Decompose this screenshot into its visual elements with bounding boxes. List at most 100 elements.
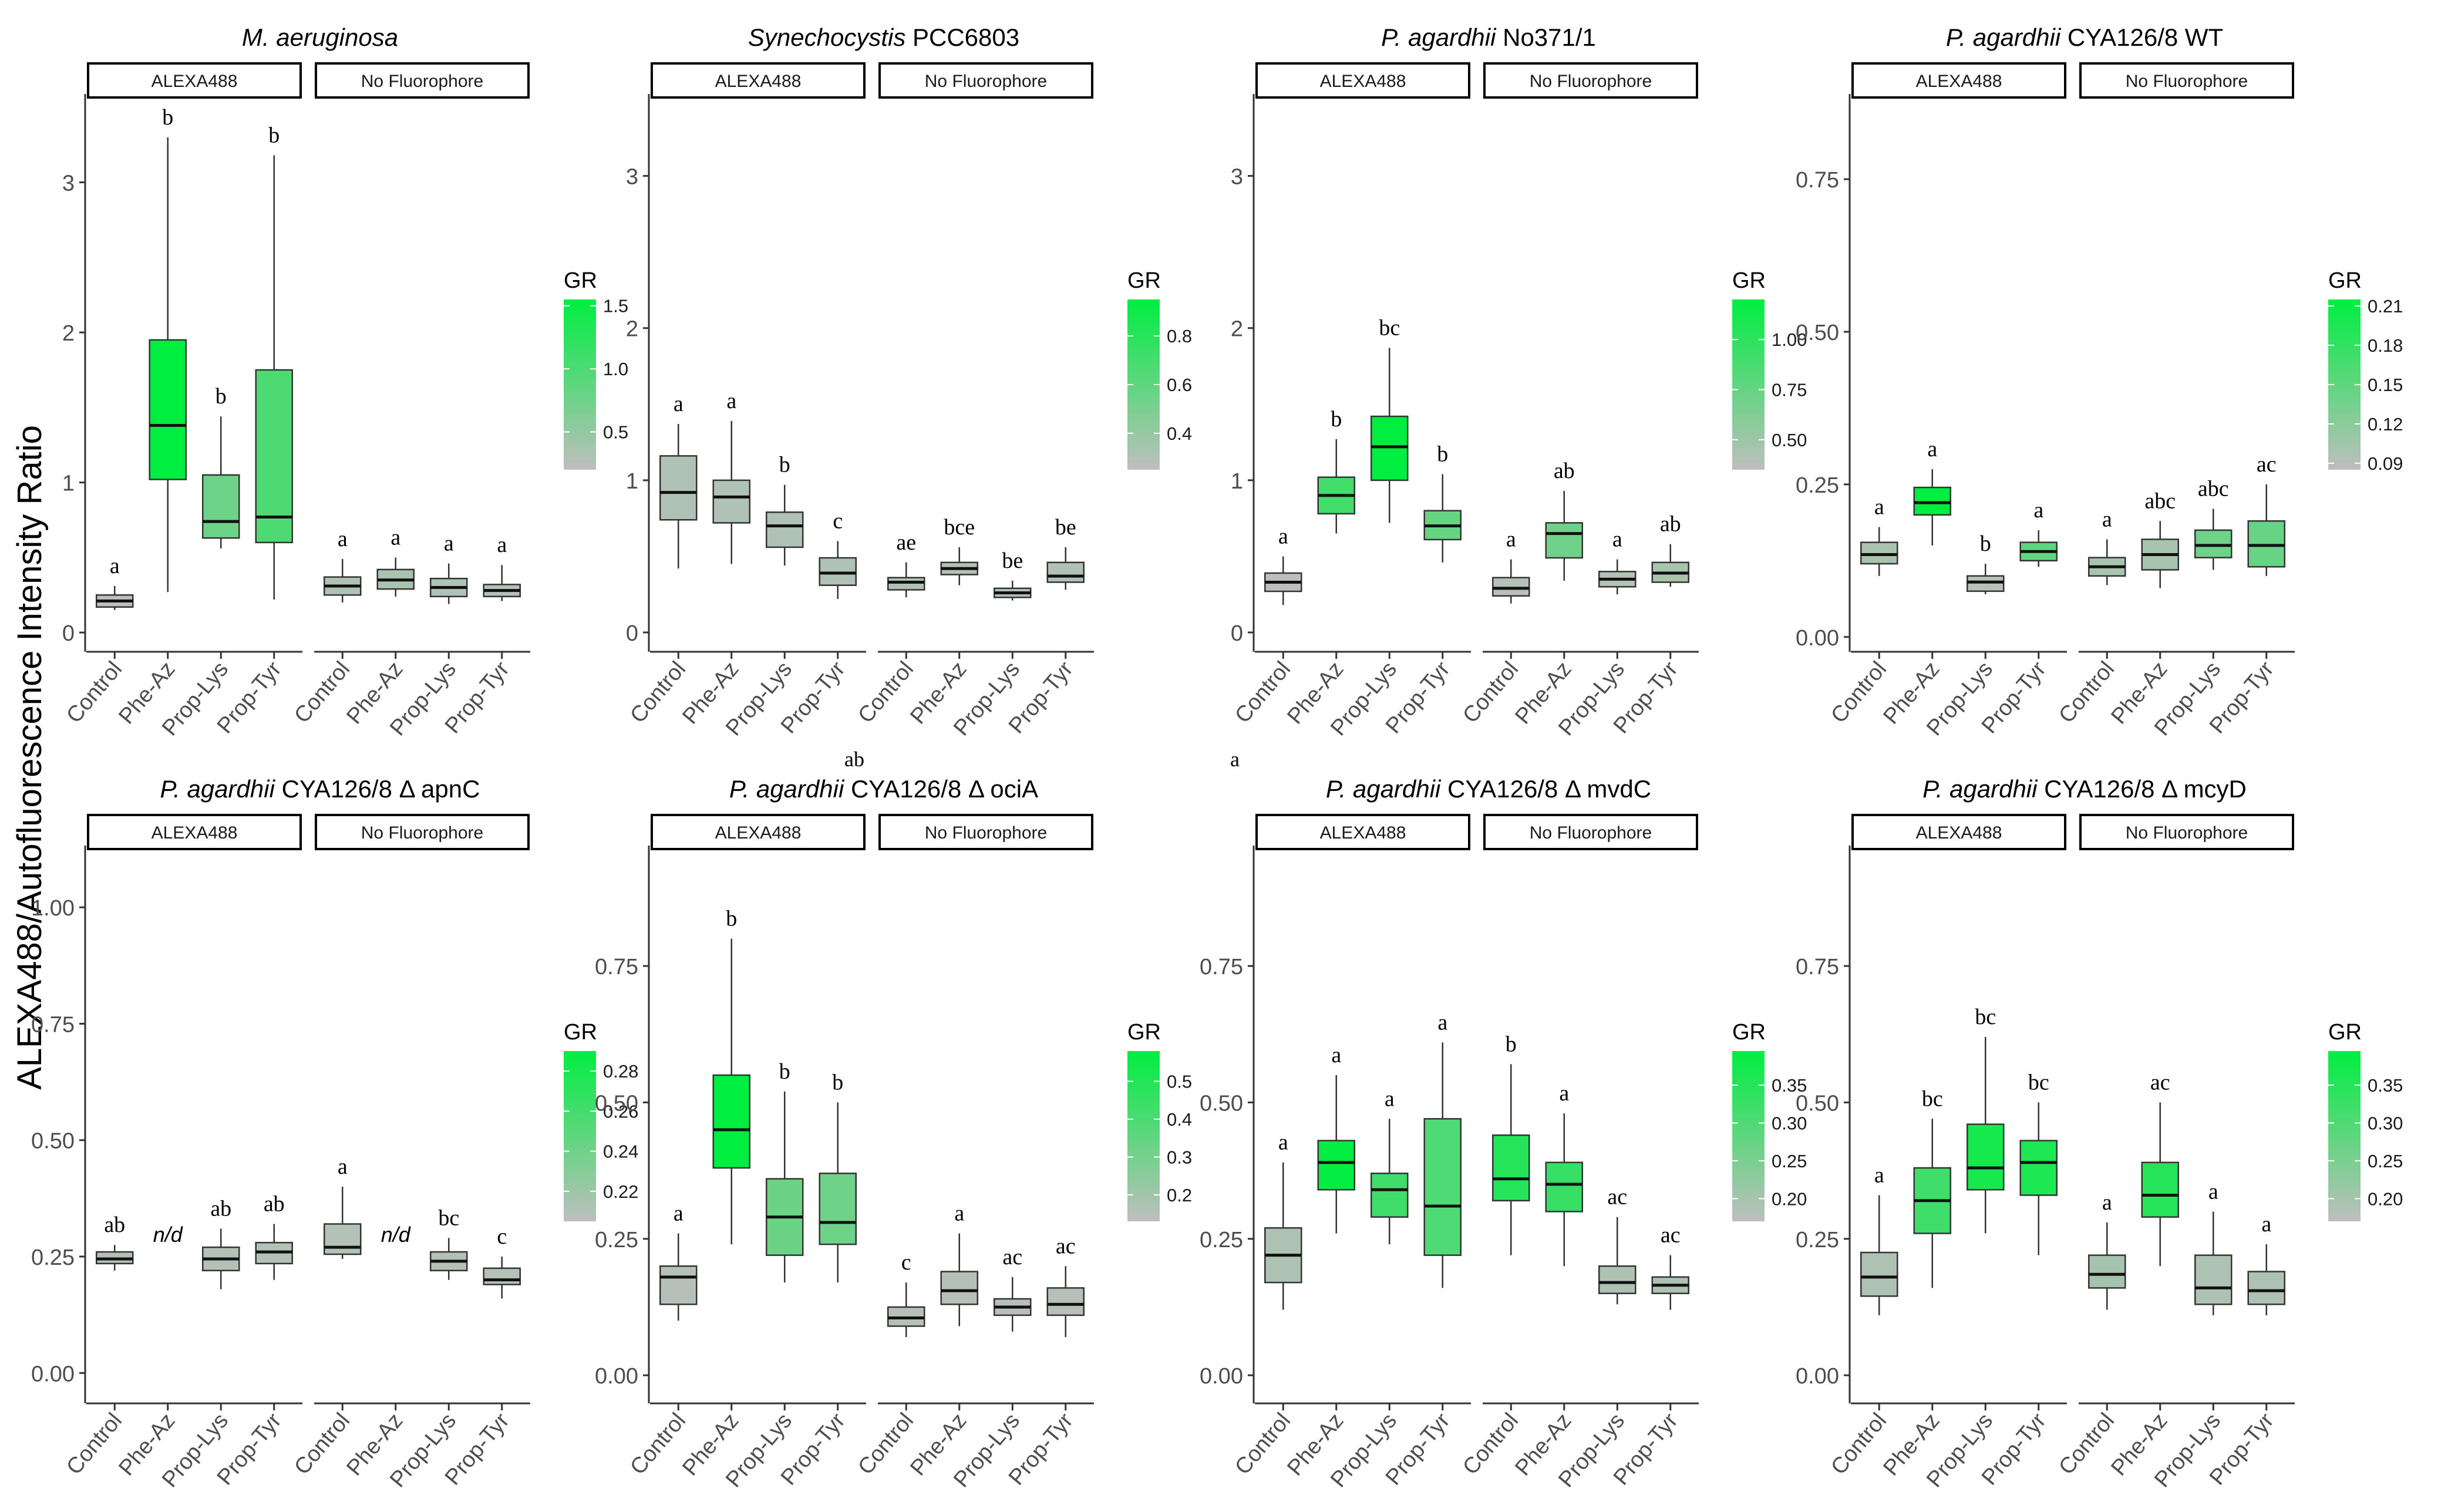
significance-label: a — [1278, 1130, 1288, 1155]
significance-label: b — [779, 453, 790, 477]
box-body — [1967, 575, 2005, 592]
legend-tick-label: 0.21 — [2368, 296, 2403, 316]
box-body — [2194, 529, 2233, 558]
significance-label: a — [1385, 1086, 1395, 1111]
facet-strip — [1483, 814, 1698, 850]
box-body — [712, 479, 750, 524]
y-tick-label: 1.00 — [31, 896, 75, 921]
legend-tick-label: 0.28 — [603, 1061, 638, 1082]
facet-strip — [2079, 814, 2294, 850]
facet-strip — [87, 814, 302, 850]
legend-title: GR — [1127, 268, 1161, 293]
y-tick-label: 0.25 — [1796, 473, 1839, 498]
legend-colorbar — [2328, 1051, 2361, 1221]
legend-tick-label: 0.5 — [1167, 1072, 1192, 1092]
legend-tick-label: 0.20 — [2368, 1188, 2403, 1209]
box-body — [1371, 1173, 1409, 1218]
legend-title: GR — [564, 1020, 597, 1045]
panel-title-rest: CYA126/8 WT — [2060, 23, 2223, 51]
panel-title-italic: Synechocystis — [748, 23, 905, 51]
significance-label: a — [2033, 498, 2043, 523]
panel-title-rest: PCC6803 — [905, 23, 1019, 51]
facet-strip — [1851, 814, 2066, 850]
facet-strip — [87, 62, 302, 99]
significance-label: a — [1874, 495, 1884, 520]
legend-title: GR — [564, 268, 597, 293]
significance-label: bc — [2028, 1070, 2049, 1095]
y-tick-label: 0.50 — [1200, 1091, 1243, 1116]
y-axis-label: ALEXA488/Autofluorescence Intensity Rati… — [11, 425, 49, 1090]
panel-a: M. aeruginosa0123ALEXA488ControlPhe-AzPr… — [62, 23, 628, 740]
significance-label: a — [954, 1201, 964, 1226]
y-tick-label: 0 — [62, 621, 75, 646]
panel-title-italic: P. agardhii — [160, 775, 276, 803]
y-tick-label: 0.75 — [595, 955, 638, 979]
legend-tick-label: 0.3 — [1167, 1147, 1192, 1167]
facet-label: ALEXA488 — [1320, 72, 1406, 91]
y-tick-label: 1 — [62, 472, 75, 496]
box-body — [324, 1223, 362, 1255]
facet-strip — [1255, 814, 1470, 850]
na-label: n/d — [381, 1223, 411, 1247]
box-body — [1492, 1134, 1530, 1201]
significance-label: a — [1874, 1163, 1884, 1187]
significance-label: b — [162, 105, 173, 130]
facet-label: No Fluorophore — [361, 72, 483, 91]
legend-tick-label: 0.25 — [1772, 1151, 1807, 1171]
significance-label: a — [2102, 507, 2112, 531]
box-body — [2088, 1254, 2126, 1289]
legend-tick-label: 1.00 — [1772, 329, 1807, 350]
box-body — [1860, 541, 1898, 565]
panel-title: P. agardhii CYA126/8 WT — [1946, 23, 2223, 51]
significance-label: ab — [1554, 459, 1575, 483]
legend-tick-label: 1.0 — [603, 359, 628, 379]
facet-label: ALEXA488 — [1320, 823, 1406, 843]
facet-strip — [651, 62, 866, 99]
panel-title: P. agardhii No371/1 — [1381, 23, 1596, 51]
significance-label: a — [674, 392, 683, 416]
y-tick-label: 1 — [1231, 469, 1243, 494]
significance-label: a — [1331, 1043, 1341, 1068]
y-tick-label: 1 — [626, 469, 638, 494]
y-tick-label: 0.00 — [595, 1364, 638, 1389]
box-body — [819, 1173, 857, 1245]
significance-label: b — [268, 123, 280, 148]
y-tick-label: 0.50 — [595, 1091, 638, 1116]
y-tick-label: 0.50 — [31, 1129, 75, 1154]
legend-title: GR — [1732, 1020, 1766, 1045]
y-tick-label: 0.50 — [1796, 321, 1839, 345]
y-tick-label: 0.25 — [31, 1245, 75, 1270]
significance-label: ac — [1002, 1245, 1022, 1269]
panel-title-rest: CYA126/8 Δ ociA — [844, 775, 1038, 803]
legend-colorbar — [564, 1051, 596, 1221]
panel-title-rest: CYA126/8 Δ mvdC — [1440, 775, 1651, 803]
legend-tick-label: 0.30 — [2368, 1113, 2403, 1133]
legend-title: GR — [2328, 1020, 2362, 1045]
significance-label: b — [726, 907, 737, 931]
panel-title: M. aeruginosa — [242, 23, 398, 51]
significance-label: abc — [2144, 489, 2176, 513]
facet-label: ALEXA488 — [151, 823, 238, 843]
y-tick-label: 0.00 — [1200, 1364, 1243, 1389]
legend-tick-label: 0.2 — [1167, 1185, 1192, 1205]
significance-label: a — [338, 527, 348, 551]
facet-label: No Fluorophore — [361, 823, 483, 843]
significance-label: ac — [1661, 1223, 1681, 1248]
box-body — [483, 1267, 521, 1285]
y-tick-label: 0.75 — [1796, 168, 1839, 193]
legend-tick-label: 0.22 — [603, 1181, 638, 1202]
legend-tick-label: 0.75 — [1772, 380, 1807, 400]
panel-title-rest: No371/1 — [1496, 23, 1595, 51]
y-tick-label: 0 — [626, 621, 638, 646]
facet-label: ALEXA488 — [1916, 72, 2002, 91]
significance-label: ac — [1056, 1234, 1076, 1258]
significance-label: c — [497, 1224, 507, 1249]
na-label: n/d — [153, 1223, 183, 1247]
significance-label: a — [1278, 524, 1288, 548]
significance-label: a — [2261, 1212, 2271, 1237]
significance-label: ab — [104, 1213, 125, 1237]
facet-strip — [2079, 62, 2294, 99]
box-body — [1046, 561, 1085, 583]
box-body — [887, 577, 925, 591]
